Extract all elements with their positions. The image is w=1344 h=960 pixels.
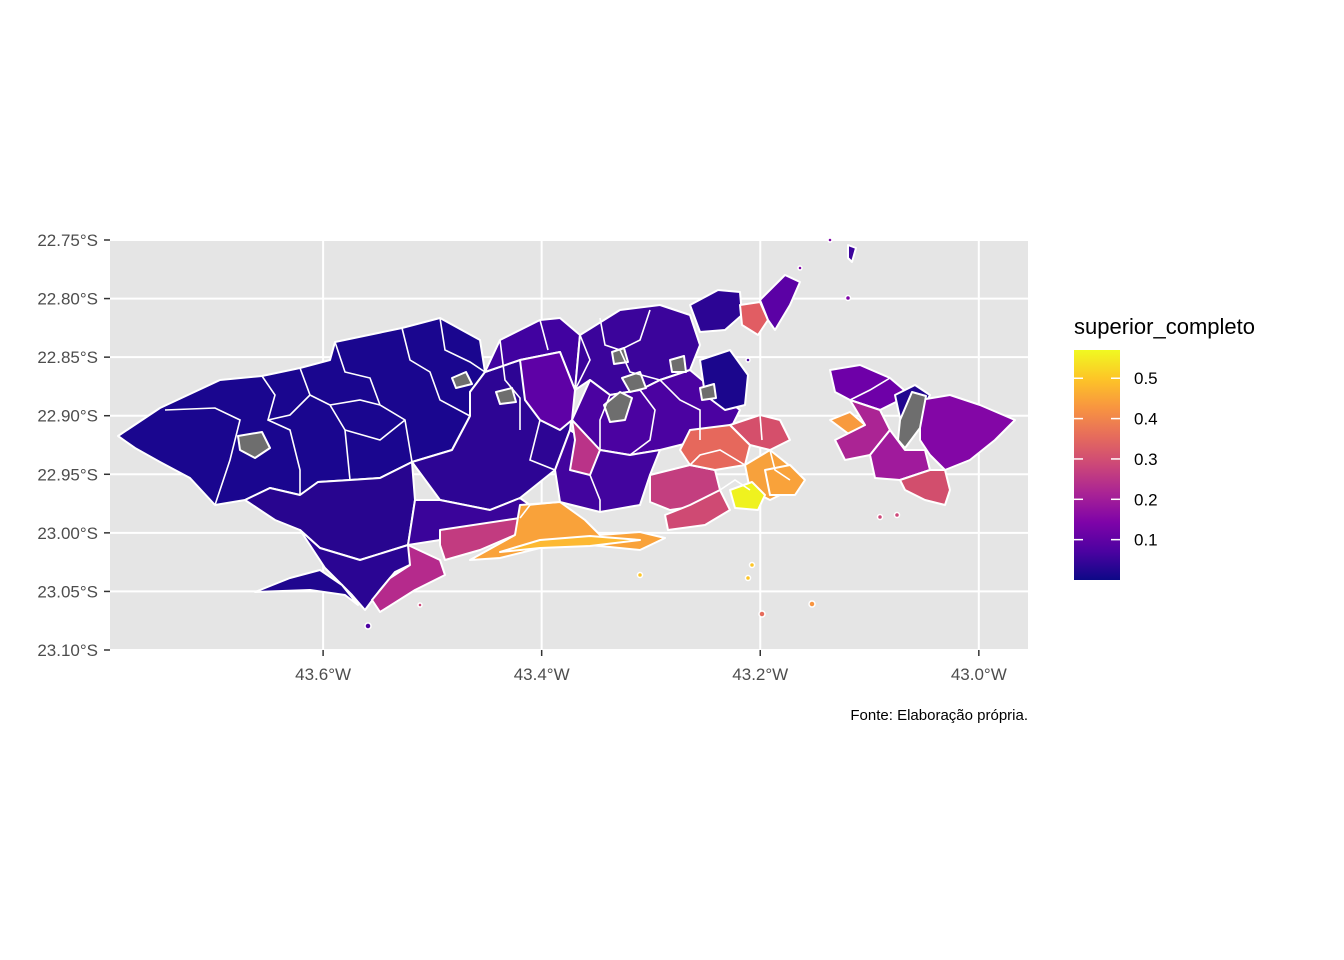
region-niteroi-1 — [829, 364, 911, 411]
region-copacabana — [764, 464, 806, 496]
x-tick-label: 43.6°W — [295, 665, 351, 684]
y-tick-label: 22.75°S — [37, 231, 98, 250]
y-tick-label: 23.10°S — [37, 641, 98, 660]
region-missing-7 — [669, 355, 687, 373]
y-tick-label: 22.90°S — [37, 407, 98, 426]
legend-break-label: 0.4 — [1134, 410, 1158, 429]
region-niteroi-6 — [869, 429, 931, 481]
region-missing-5 — [621, 371, 647, 393]
caption: Fonte: Elaboração própria. — [850, 707, 1028, 724]
region-missing-3 — [495, 387, 517, 405]
region-niteroi-3 — [834, 399, 891, 461]
colorbar — [1074, 350, 1120, 580]
region-barra-coast — [499, 535, 641, 553]
region-paqueta — [847, 244, 857, 263]
y-tick-label: 23.00°S — [37, 524, 98, 543]
region-ilha-governador-2 — [739, 301, 769, 336]
region-niteroi-5 — [919, 394, 1016, 471]
y-tick-label: 22.80°S — [37, 290, 98, 309]
legend-break-label: 0.2 — [1134, 490, 1158, 509]
region-missing-1 — [237, 431, 271, 459]
x-tick-label: 43.0°W — [951, 665, 1007, 684]
region-marambaia — [254, 569, 359, 606]
map-regions — [117, 244, 1016, 613]
region-north-2 — [519, 351, 576, 431]
legend-break-label: 0.1 — [1134, 531, 1158, 550]
y-tick-label: 22.95°S — [37, 465, 98, 484]
small-islands — [364, 237, 901, 630]
missing-data-regions — [237, 347, 927, 459]
legend-break-label: 0.3 — [1134, 450, 1158, 469]
region-ilha-governador-3 — [759, 274, 801, 331]
x-tick-label: 43.2°W — [732, 665, 788, 684]
region-missing-9 — [897, 391, 927, 449]
x-axis: 43.6°W 43.4°W 43.2°W 43.0°W — [295, 650, 1007, 684]
legend: superior_completo 0.1 0.2 0.3 0.4 0.5 — [1074, 314, 1255, 580]
y-tick-label: 23.05°S — [37, 582, 98, 601]
legend-title: superior_completo — [1074, 314, 1255, 339]
region-missing-2 — [451, 371, 473, 389]
y-axis: 22.75°S 22.80°S 22.85°S 22.90°S 22.95°S 23.00… — [37, 231, 110, 660]
neighborhood-borders — [164, 309, 891, 519]
region-missing-6 — [603, 391, 633, 423]
region-niteroi-7 — [899, 469, 951, 506]
legend-break-label: 0.5 — [1134, 369, 1158, 388]
x-tick-label: 43.4°W — [514, 665, 570, 684]
y-tick-label: 22.85°S — [37, 348, 98, 367]
region-missing-8 — [699, 383, 717, 401]
region-lagoa — [729, 481, 766, 511]
region-tijuca — [569, 419, 601, 476]
region-recreio — [371, 544, 446, 613]
